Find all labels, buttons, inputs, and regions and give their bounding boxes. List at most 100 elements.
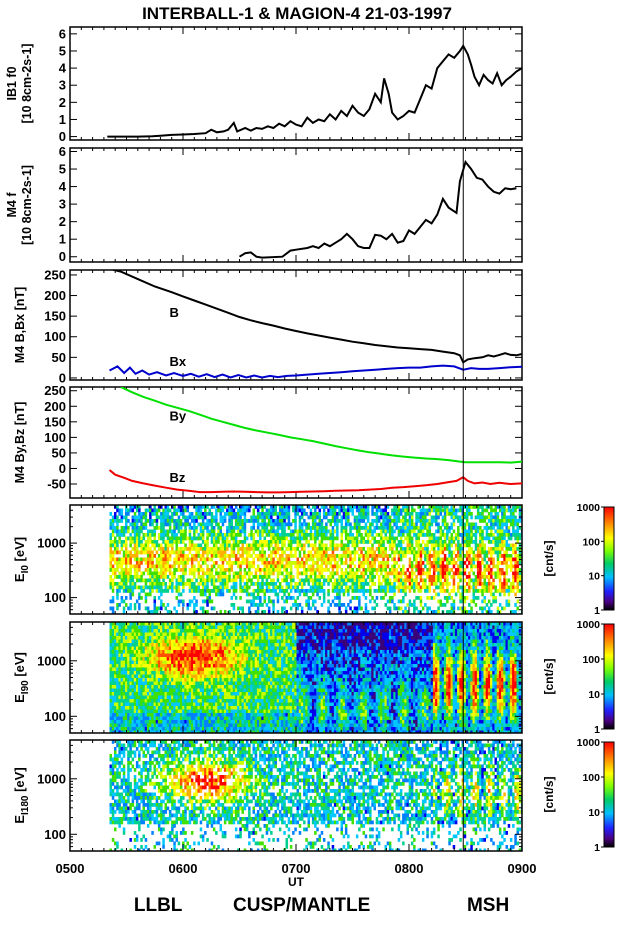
ytick-label: 100 bbox=[44, 430, 66, 445]
colorbar-label: [cnt/s] bbox=[542, 540, 556, 576]
spectrogram-e-i90: 100 1000 EI90 [eV] bbox=[12, 621, 523, 734]
spectrogram-cells bbox=[109, 622, 522, 733]
colorbar-label: [cnt/s] bbox=[542, 776, 556, 812]
series-label: By bbox=[169, 409, 186, 424]
figure-title: INTERBALL-1 & MAGION-4 21-03-1997 bbox=[142, 4, 452, 23]
region-label: CUSP/MANTLE bbox=[233, 895, 370, 916]
ytick-label: 1 bbox=[59, 112, 66, 127]
region-label: MSH bbox=[467, 895, 509, 916]
ytick-label: 250 bbox=[44, 383, 66, 398]
colorbars: 1 10 100 1000 [cnt/s] 1 10 100 1000 [cnt/s] 1 10 100… bbox=[542, 502, 615, 854]
ylabel-unit: [eV] bbox=[12, 767, 27, 795]
ytick-label: 5 bbox=[59, 162, 66, 177]
ytick-label: 200 bbox=[44, 399, 66, 414]
ytick-label: 1 bbox=[59, 232, 66, 247]
panel-m4-b-bx-frame bbox=[69, 269, 523, 381]
ylabel-sub: I0 bbox=[20, 565, 31, 574]
series-label: Bx bbox=[169, 354, 186, 369]
colorbar-label: [cnt/s] bbox=[542, 658, 556, 694]
panel-ib1-f0: 0 1 2 3 4 5 6 IB1 f0 [10 8cm-2s-1] bbox=[5, 26, 523, 144]
colorbar-tick-label: 1000 bbox=[577, 502, 601, 514]
ytick-label: 100 bbox=[44, 329, 66, 344]
panel-ib1-f0-frame bbox=[69, 26, 523, 141]
xtick-label: 0700 bbox=[282, 861, 311, 876]
ylabel: M4 B,Bx [nT] bbox=[13, 287, 27, 363]
colorbar-tick-label: 100 bbox=[582, 654, 600, 666]
ytick-label: 100 bbox=[44, 827, 66, 842]
series-line-1 bbox=[108, 469, 522, 494]
ytick-label: 50 bbox=[52, 350, 66, 365]
region-label: LLBL bbox=[134, 895, 183, 916]
ylabel-sub: I180 bbox=[20, 795, 31, 815]
colorbar-gradient bbox=[603, 506, 615, 611]
ytick-label: 6 bbox=[59, 144, 66, 159]
colorbar-gradient bbox=[603, 623, 615, 730]
ytick-label: 100 bbox=[44, 590, 66, 605]
ytick-label: 1000 bbox=[37, 771, 66, 786]
ytick-label: 5 bbox=[59, 43, 66, 58]
ylabel-sub: I90 bbox=[20, 680, 31, 694]
ylabel: EI90 [eV] bbox=[12, 652, 31, 703]
spectrogram-cells bbox=[109, 740, 522, 851]
colorbar-e-i0: 1 10 100 1000 [cnt/s] bbox=[542, 502, 615, 617]
ylabel: [10 8cm-2s-1] bbox=[20, 165, 34, 245]
xlabel: UT bbox=[288, 875, 305, 889]
colorbar-tick-label: 1 bbox=[594, 842, 600, 854]
series-label: B bbox=[169, 305, 178, 320]
colorbar-tick-label: 10 bbox=[588, 689, 600, 701]
ylabel: IB1 f0 bbox=[5, 66, 19, 100]
ylabel-unit: [eV] bbox=[12, 652, 27, 680]
xtick-label: 0500 bbox=[56, 861, 85, 876]
colorbar-tick-label: 10 bbox=[588, 571, 600, 583]
ylabel-unit: [eV] bbox=[12, 537, 27, 565]
ytick-label: 2 bbox=[59, 95, 66, 110]
ytick-label: -50 bbox=[47, 477, 66, 492]
xtick-label: 0600 bbox=[169, 861, 198, 876]
ytick-label: 200 bbox=[44, 288, 66, 303]
colorbar-tick-label: 1 bbox=[594, 724, 600, 736]
series-line-0 bbox=[110, 270, 522, 364]
ytick-label: 50 bbox=[52, 445, 66, 460]
colorbar-tick-label: 1000 bbox=[577, 619, 601, 631]
ytick-label: 4 bbox=[59, 179, 67, 194]
series-line-0 bbox=[107, 43, 522, 138]
series-line-0 bbox=[120, 387, 522, 464]
ytick-label: 1000 bbox=[37, 653, 66, 668]
series-line-1 bbox=[109, 364, 522, 379]
ytick-label: 0 bbox=[59, 461, 66, 476]
ytick-label: 3 bbox=[59, 78, 66, 93]
ytick-label: 100 bbox=[44, 709, 66, 724]
ytick-label: 0 bbox=[59, 370, 66, 385]
ytick-label: 0 bbox=[59, 129, 66, 144]
ytick-label: 4 bbox=[59, 61, 67, 76]
xtick-label: 0800 bbox=[395, 861, 424, 876]
ylabel: EI180 [eV] bbox=[12, 767, 31, 823]
panel-m4-b-bx: 0 50 100 150 200 250 M4 B,Bx [nT] B Bx bbox=[13, 267, 523, 385]
ylabel-main: E bbox=[12, 815, 27, 824]
colorbar-tick-label: 1 bbox=[594, 605, 600, 617]
colorbar-tick-label: 100 bbox=[582, 536, 600, 548]
panel-m4-f: 0 1 2 3 4 5 6 M4 f [10 8cm-2s-1] bbox=[5, 144, 523, 264]
ytick-label: 0 bbox=[59, 249, 66, 264]
panel-m4-f-frame bbox=[69, 147, 523, 263]
x-axis: 0500 0600 0700 0800 0900 UT LLBL CUSP/MANTLE MSH bbox=[56, 861, 537, 916]
xtick-label: 0900 bbox=[508, 861, 537, 876]
ytick-label: 150 bbox=[44, 414, 66, 429]
spectrogram-cells bbox=[109, 505, 522, 614]
ylabel: M4 f bbox=[5, 192, 19, 218]
spectrogram-e-i180: 100 1000 EI180 [eV] bbox=[12, 739, 523, 852]
ytick-label: 1000 bbox=[37, 536, 66, 551]
ylabel: M4 By,Bz [nT] bbox=[13, 402, 27, 484]
ylabel: [10 8cm-2s-1] bbox=[20, 44, 34, 124]
ytick-label: 3 bbox=[59, 197, 66, 212]
colorbar-e-i90: 1 10 100 1000 [cnt/s] bbox=[542, 619, 615, 736]
ylabel: EI0 [eV] bbox=[12, 537, 31, 582]
colorbar-e-i180: 1 10 100 1000 [cnt/s] bbox=[542, 737, 615, 854]
colorbar-tick-label: 100 bbox=[582, 772, 600, 784]
colorbar-tick-label: 1000 bbox=[577, 737, 601, 749]
colorbar-gradient bbox=[603, 741, 615, 848]
ylabel-main: E bbox=[12, 694, 27, 703]
